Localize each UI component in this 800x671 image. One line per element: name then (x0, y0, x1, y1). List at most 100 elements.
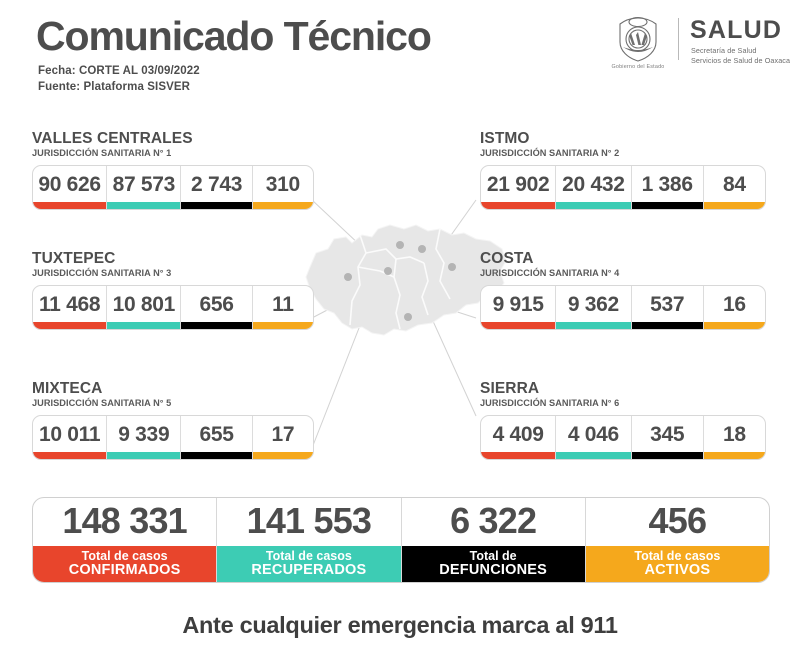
region-jurisdiction: JURISDICCIÓN SANITARIA N° 3 (32, 268, 172, 279)
region-value-recuperados: 10 801 (112, 292, 176, 316)
total-caption-confirmados: Total de casos CONFIRMADOS (33, 546, 217, 582)
region-card-tuxtepec[interactable]: TUXTEPEC JURISDICCIÓN SANITARIA N° 3 11 … (32, 250, 314, 330)
region-cell-defunciones: 1 386 (631, 165, 704, 209)
swatch-confirmados (481, 451, 556, 459)
region-name: MIXTECA (32, 380, 103, 397)
region-cell-activos: 11 (252, 286, 313, 329)
swatch-confirmados (481, 201, 556, 209)
region-cell-defunciones: 655 (181, 415, 253, 459)
region-name: SIERRA (480, 380, 540, 397)
region-values-box: 9 915 9 362 537 16 (480, 284, 766, 330)
swatch-defunciones (181, 451, 252, 459)
swatch-recuperados (556, 321, 631, 329)
region-value-activos: 17 (271, 422, 295, 446)
region-jurisdiction: JURISDICCIÓN SANITARIA N° 1 (32, 148, 172, 159)
total-caption-line1: Total de casos (81, 548, 168, 563)
region-values-box: 21 902 20 432 1 386 84 (480, 164, 766, 210)
region-jurisdiction: JURISDICCIÓN SANITARIA N° 6 (480, 398, 620, 409)
total-value-activos: 456 (648, 500, 707, 541)
region-value-activos: 18 (723, 422, 746, 446)
region-value-recuperados: 9 362 (567, 292, 619, 316)
cutoff-date: Fecha: CORTE AL 03/09/2022 (38, 65, 200, 77)
region-card-costa[interactable]: COSTA JURISDICCIÓN SANITARIA N° 4 9 915 … (480, 250, 766, 330)
map-dot-mixteca (344, 273, 352, 281)
region-cell-activos: 310 (252, 166, 313, 209)
swatch-defunciones (181, 321, 252, 329)
logo-divider (678, 18, 679, 60)
map-markers (344, 241, 456, 321)
region-value-confirmados: 21 902 (486, 172, 550, 196)
region-jurisdiction: JURISDICCIÓN SANITARIA N° 2 (480, 148, 620, 159)
swatch-recuperados (107, 201, 181, 209)
region-cell-defunciones: 537 (631, 285, 704, 329)
region-value-activos: 84 (723, 172, 746, 196)
total-value-recuperados: 141 553 (246, 500, 372, 541)
swatch-defunciones (631, 321, 703, 329)
region-jurisdiction: JURISDICCIÓN SANITARIA N° 5 (32, 398, 172, 409)
region-cell-confirmados: 9 915 (481, 285, 557, 329)
swatch-activos (252, 451, 313, 459)
region-cell-confirmados: 11 468 (33, 285, 108, 329)
logo-salud-text: SALUD (690, 16, 783, 44)
totals-summary-bar: 148 331 Total de casos CONFIRMADOS 141 5… (32, 497, 770, 583)
region-card-mixteca[interactable]: MIXTECA JURISDICCIÓN SANITARIA N° 5 10 0… (32, 380, 314, 460)
total-caption-activos: Total de casos ACTIVOS (585, 546, 769, 582)
region-values-box: 90 626 87 573 2 743 310 (32, 164, 314, 210)
page-title: Comunicado Técnico (36, 13, 432, 59)
region-cell-confirmados: 90 626 (33, 165, 108, 209)
region-value-activos: 310 (265, 172, 300, 196)
total-card-defunciones[interactable]: 6 322 Total de DEFUNCIONES (401, 498, 586, 582)
swatch-activos (703, 451, 765, 459)
region-cell-confirmados: 21 902 (481, 165, 557, 209)
swatch-activos (252, 321, 313, 329)
region-values-box: 11 468 10 801 656 11 (32, 284, 314, 330)
total-caption-line1: Total de (469, 548, 517, 563)
swatch-confirmados (33, 321, 107, 329)
total-card-recuperados[interactable]: 141 553 Total de casos RECUPERADOS (217, 498, 402, 582)
region-card-istmo[interactable]: ISTMO JURISDICCIÓN SANITARIA N° 2 21 902… (480, 130, 766, 210)
total-caption-recuperados: Total de casos RECUPERADOS (217, 546, 401, 582)
region-cell-confirmados: 4 409 (481, 415, 557, 459)
total-caption-line2: RECUPERADOS (251, 561, 367, 578)
logo-subtitle-line2: Servicios de Salud de Oaxaca (691, 56, 791, 66)
region-name: COSTA (480, 250, 534, 267)
total-caption-defunciones: Total de DEFUNCIONES (401, 546, 585, 582)
region-jurisdiction: JURISDICCIÓN SANITARIA N° 4 (480, 268, 620, 279)
region-card-sierra[interactable]: SIERRA JURISDICCIÓN SANITARIA N° 6 4 409… (480, 380, 766, 460)
region-value-confirmados: 10 011 (38, 422, 101, 446)
total-card-activos[interactable]: 456 Total de casos ACTIVOS (585, 498, 769, 582)
total-caption-line1: Total de casos (265, 548, 352, 563)
salud-logo: Gobierno del Estado SALUD Secretaría de … (604, 14, 791, 76)
region-values-box: 10 011 9 339 655 17 (32, 414, 314, 460)
swatch-recuperados (107, 451, 181, 459)
map-dot-tuxtepec (396, 241, 404, 249)
region-value-confirmados: 90 626 (38, 172, 101, 196)
map-outline (305, 224, 507, 336)
map-dot-costa (404, 313, 412, 321)
region-card-valles-centrales[interactable]: VALLES CENTRALES JURISDICCIÓN SANITARIA … (32, 130, 314, 210)
region-value-defunciones: 345 (650, 422, 685, 446)
region-value-activos: 16 (723, 292, 746, 316)
logo-gobierno-text: Gobierno del Estado (611, 64, 665, 70)
map-dot-istmo (448, 263, 456, 271)
region-cell-defunciones: 345 (631, 415, 704, 459)
swatch-confirmados (33, 451, 107, 459)
logo-subtitle-line1: Secretaría de Salud (691, 46, 757, 55)
region-cell-recuperados: 9 339 (107, 415, 182, 459)
region-name: TUXTEPEC (32, 250, 116, 267)
region-value-recuperados: 4 046 (567, 422, 619, 446)
region-value-activos: 11 (272, 292, 294, 316)
region-value-defunciones: 656 (199, 292, 234, 316)
swatch-recuperados (107, 321, 181, 329)
swatch-confirmados (33, 201, 107, 209)
total-caption-line1: Total de casos (634, 548, 721, 563)
total-card-confirmados[interactable]: 148 331 Total de casos CONFIRMADOS (33, 498, 218, 582)
region-cell-defunciones: 2 743 (181, 165, 253, 209)
region-cell-activos: 16 (703, 286, 765, 329)
region-value-defunciones: 537 (650, 292, 685, 316)
region-name: ISTMO (480, 130, 530, 147)
total-value-confirmados: 148 331 (62, 500, 187, 541)
region-cell-confirmados: 10 011 (33, 415, 108, 459)
swatch-defunciones (181, 201, 252, 209)
